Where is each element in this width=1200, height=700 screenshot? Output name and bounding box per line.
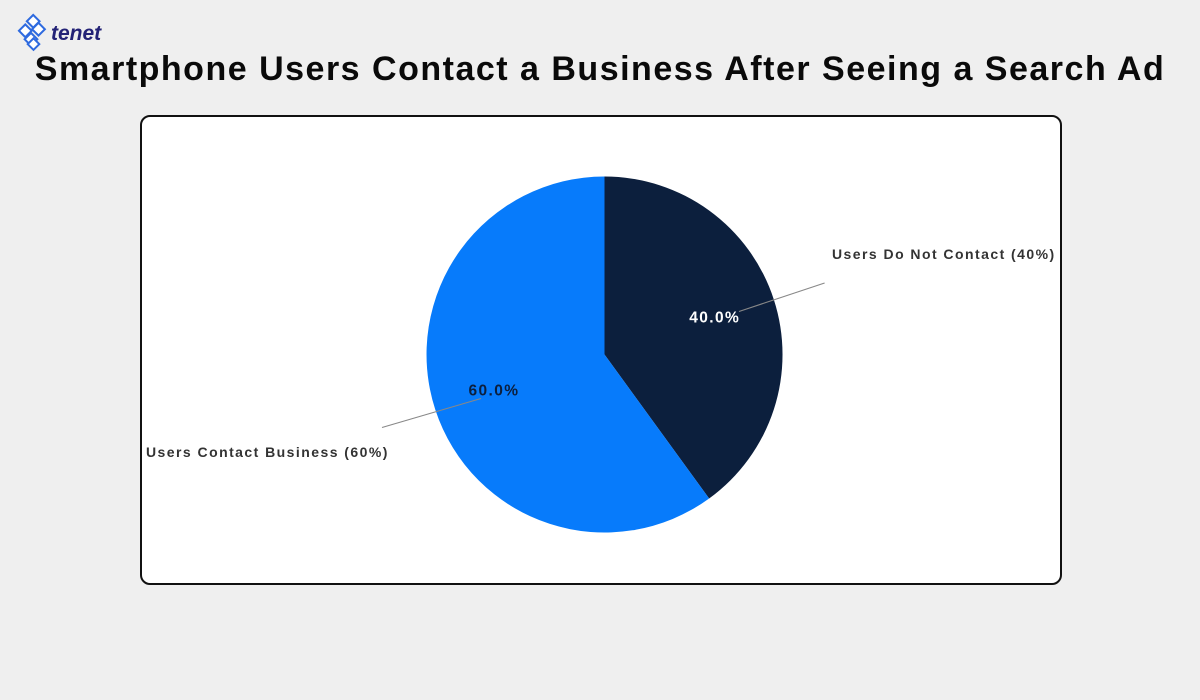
svg-text:40.0%: 40.0% [689,310,740,327]
svg-text:60.0%: 60.0% [469,383,520,400]
